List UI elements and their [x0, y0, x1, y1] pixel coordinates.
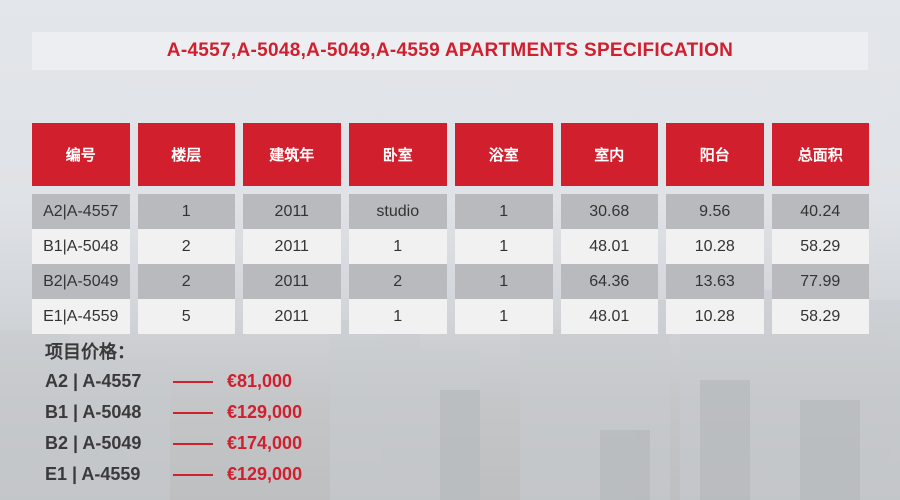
- header-cell-total-area: 总面积: [771, 123, 869, 186]
- header-cell-interior: 室内: [560, 123, 658, 186]
- price-unit: B2 | A-5049: [45, 433, 142, 453]
- page-title: A-4557,A-5048,A-5049,A-4559 APARTMENTS S…: [166, 40, 734, 61]
- price-amount: €129,000: [227, 402, 303, 422]
- table-cell: 2011: [243, 229, 341, 264]
- price-unit: A2 | A-4557: [45, 371, 142, 391]
- table-row: A2|A-4557 1 2011 studio 1 30.68 9.56 40.…: [32, 194, 869, 229]
- title-bar: A-4557,A-5048,A-5049,A-4559 APARTMENTS S…: [32, 32, 868, 70]
- table-cell: 2011: [243, 264, 341, 299]
- dash-divider: [173, 473, 213, 476]
- table-cell: 77.99: [771, 264, 869, 299]
- table-cell: B2|A-5049: [32, 264, 130, 299]
- header-cell-floor: 楼层: [137, 123, 235, 186]
- table-cell: studio: [348, 194, 447, 229]
- header-cell-year: 建筑年: [243, 123, 341, 186]
- table-cell: 10.28: [666, 299, 764, 334]
- table-cell: 30.68: [560, 194, 658, 229]
- table-cell: 2011: [243, 299, 341, 334]
- table-cell: 40.24: [771, 194, 869, 229]
- table-cell: 2: [137, 229, 235, 264]
- table-cell: 64.36: [560, 264, 658, 299]
- spec-table: 编号 楼层 建筑年 卧室 浴室 室内 阳台 总面积 A2|A-4557 1 20…: [32, 123, 869, 334]
- table-cell: 48.01: [560, 299, 658, 334]
- price-item: A2 | A-4557 €81,000: [45, 366, 302, 397]
- table-cell: 13.63: [666, 264, 764, 299]
- price-item: B1 | A-5048 €129,000: [45, 397, 302, 428]
- table-cell: 2011: [243, 194, 341, 229]
- table-cell: 1: [455, 194, 553, 229]
- dash-divider: [173, 411, 213, 414]
- table-cell: 1: [455, 229, 553, 264]
- table-cell: E1|A-4559: [32, 299, 130, 334]
- table-cell: 48.01: [560, 229, 658, 264]
- price-amount: €174,000: [227, 433, 303, 453]
- table-row: E1|A-4559 5 2011 1 1 48.01 10.28 58.29: [32, 299, 869, 334]
- header-cell-balcony: 阳台: [666, 123, 764, 186]
- price-unit: B1 | A-5048: [45, 402, 142, 422]
- header-cell-bedrooms: 卧室: [348, 123, 447, 186]
- price-amount: €81,000: [227, 371, 293, 391]
- table-header-row: 编号 楼层 建筑年 卧室 浴室 室内 阳台 总面积: [32, 123, 869, 186]
- table-cell: 58.29: [771, 229, 869, 264]
- table-cell: 58.29: [771, 299, 869, 334]
- table-row: B1|A-5048 2 2011 1 1 48.01 10.28 58.29: [32, 229, 869, 264]
- table-cell: 1: [348, 299, 447, 334]
- table-cell: 5: [137, 299, 235, 334]
- dash-divider: [173, 380, 213, 383]
- price-item: E1 | A-4559 €129,000: [45, 459, 302, 490]
- price-item: B2 | A-5049 €174,000: [45, 428, 302, 459]
- price-heading: 项目价格：: [45, 342, 135, 362]
- dash-divider: [173, 442, 213, 445]
- header-cell-bathrooms: 浴室: [455, 123, 553, 186]
- price-list: 项目价格： A2 | A-4557 €81,000 B1 | A-5048 €1…: [45, 338, 302, 490]
- table-cell: 9.56: [666, 194, 764, 229]
- table-cell: A2|A-4557: [32, 194, 130, 229]
- price-amount: €129,000: [227, 464, 303, 484]
- table-cell: 1: [455, 264, 553, 299]
- table-cell: 2: [348, 264, 447, 299]
- price-unit: E1 | A-4559: [45, 464, 141, 484]
- header-cell-code: 编号: [32, 123, 130, 186]
- table-cell: 10.28: [666, 229, 764, 264]
- table-cell: 1: [137, 194, 235, 229]
- table-cell: 1: [455, 299, 553, 334]
- table-row: B2|A-5049 2 2011 2 1 64.36 13.63 77.99: [32, 264, 869, 299]
- table-cell: 1: [348, 229, 447, 264]
- table-cell: B1|A-5048: [32, 229, 130, 264]
- table-cell: 2: [137, 264, 235, 299]
